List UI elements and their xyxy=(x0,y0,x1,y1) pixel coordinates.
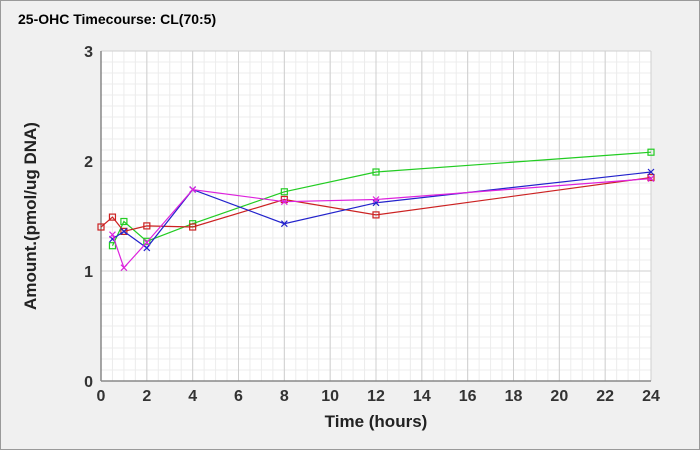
data-point xyxy=(647,175,655,183)
data-point xyxy=(143,222,151,230)
y-tick-label: 3 xyxy=(84,44,93,61)
data-point xyxy=(120,227,128,235)
x-tick-label: 20 xyxy=(550,388,568,405)
data-point xyxy=(120,217,128,226)
data-point xyxy=(372,168,380,176)
data-point xyxy=(108,242,117,250)
x-tick-label: 14 xyxy=(413,388,431,405)
x-tick-label: 16 xyxy=(459,388,477,405)
data-point xyxy=(647,148,655,156)
data-point xyxy=(109,231,116,239)
axes xyxy=(100,51,651,382)
data-point xyxy=(189,223,197,231)
x-tick-label: 6 xyxy=(234,388,243,405)
data-point xyxy=(280,220,288,228)
x-axis-label: Time (hours) xyxy=(325,412,428,431)
data-point xyxy=(280,198,288,206)
data-point xyxy=(108,213,117,221)
y-tick-label: 2 xyxy=(84,154,93,171)
x-tick-label: 22 xyxy=(596,388,614,405)
data-point xyxy=(143,244,151,252)
data-point xyxy=(120,264,128,272)
y-tick-label: 1 xyxy=(84,264,93,281)
series-4 xyxy=(109,175,655,272)
x-tick-label: 10 xyxy=(321,388,339,405)
x-tick-label: 12 xyxy=(367,388,385,405)
x-tick-label: 18 xyxy=(505,388,523,405)
series-line xyxy=(100,176,652,233)
x-tick-label: 4 xyxy=(188,388,197,405)
data-point xyxy=(143,237,151,245)
data-point xyxy=(647,168,655,176)
y-tick-label: 0 xyxy=(84,374,93,391)
x-tick-label: 2 xyxy=(142,388,151,405)
y-axis-label: Amount.(pmol/ug DNA) xyxy=(21,122,40,310)
series-2 xyxy=(97,173,655,235)
data-point xyxy=(372,196,380,203)
data-point xyxy=(372,211,380,219)
data-point xyxy=(280,188,288,196)
data-point xyxy=(97,223,105,231)
chart-title: 25-OHC Timecourse: CL(70:5) xyxy=(18,11,216,27)
x-tick-label: 0 xyxy=(97,388,106,405)
series-layer xyxy=(97,148,655,272)
data-point xyxy=(120,227,128,235)
x-tick-label: 24 xyxy=(642,388,660,405)
data-point xyxy=(189,186,197,194)
data-point xyxy=(143,238,151,246)
data-point xyxy=(647,173,655,182)
x-tick-label: 8 xyxy=(280,388,289,405)
